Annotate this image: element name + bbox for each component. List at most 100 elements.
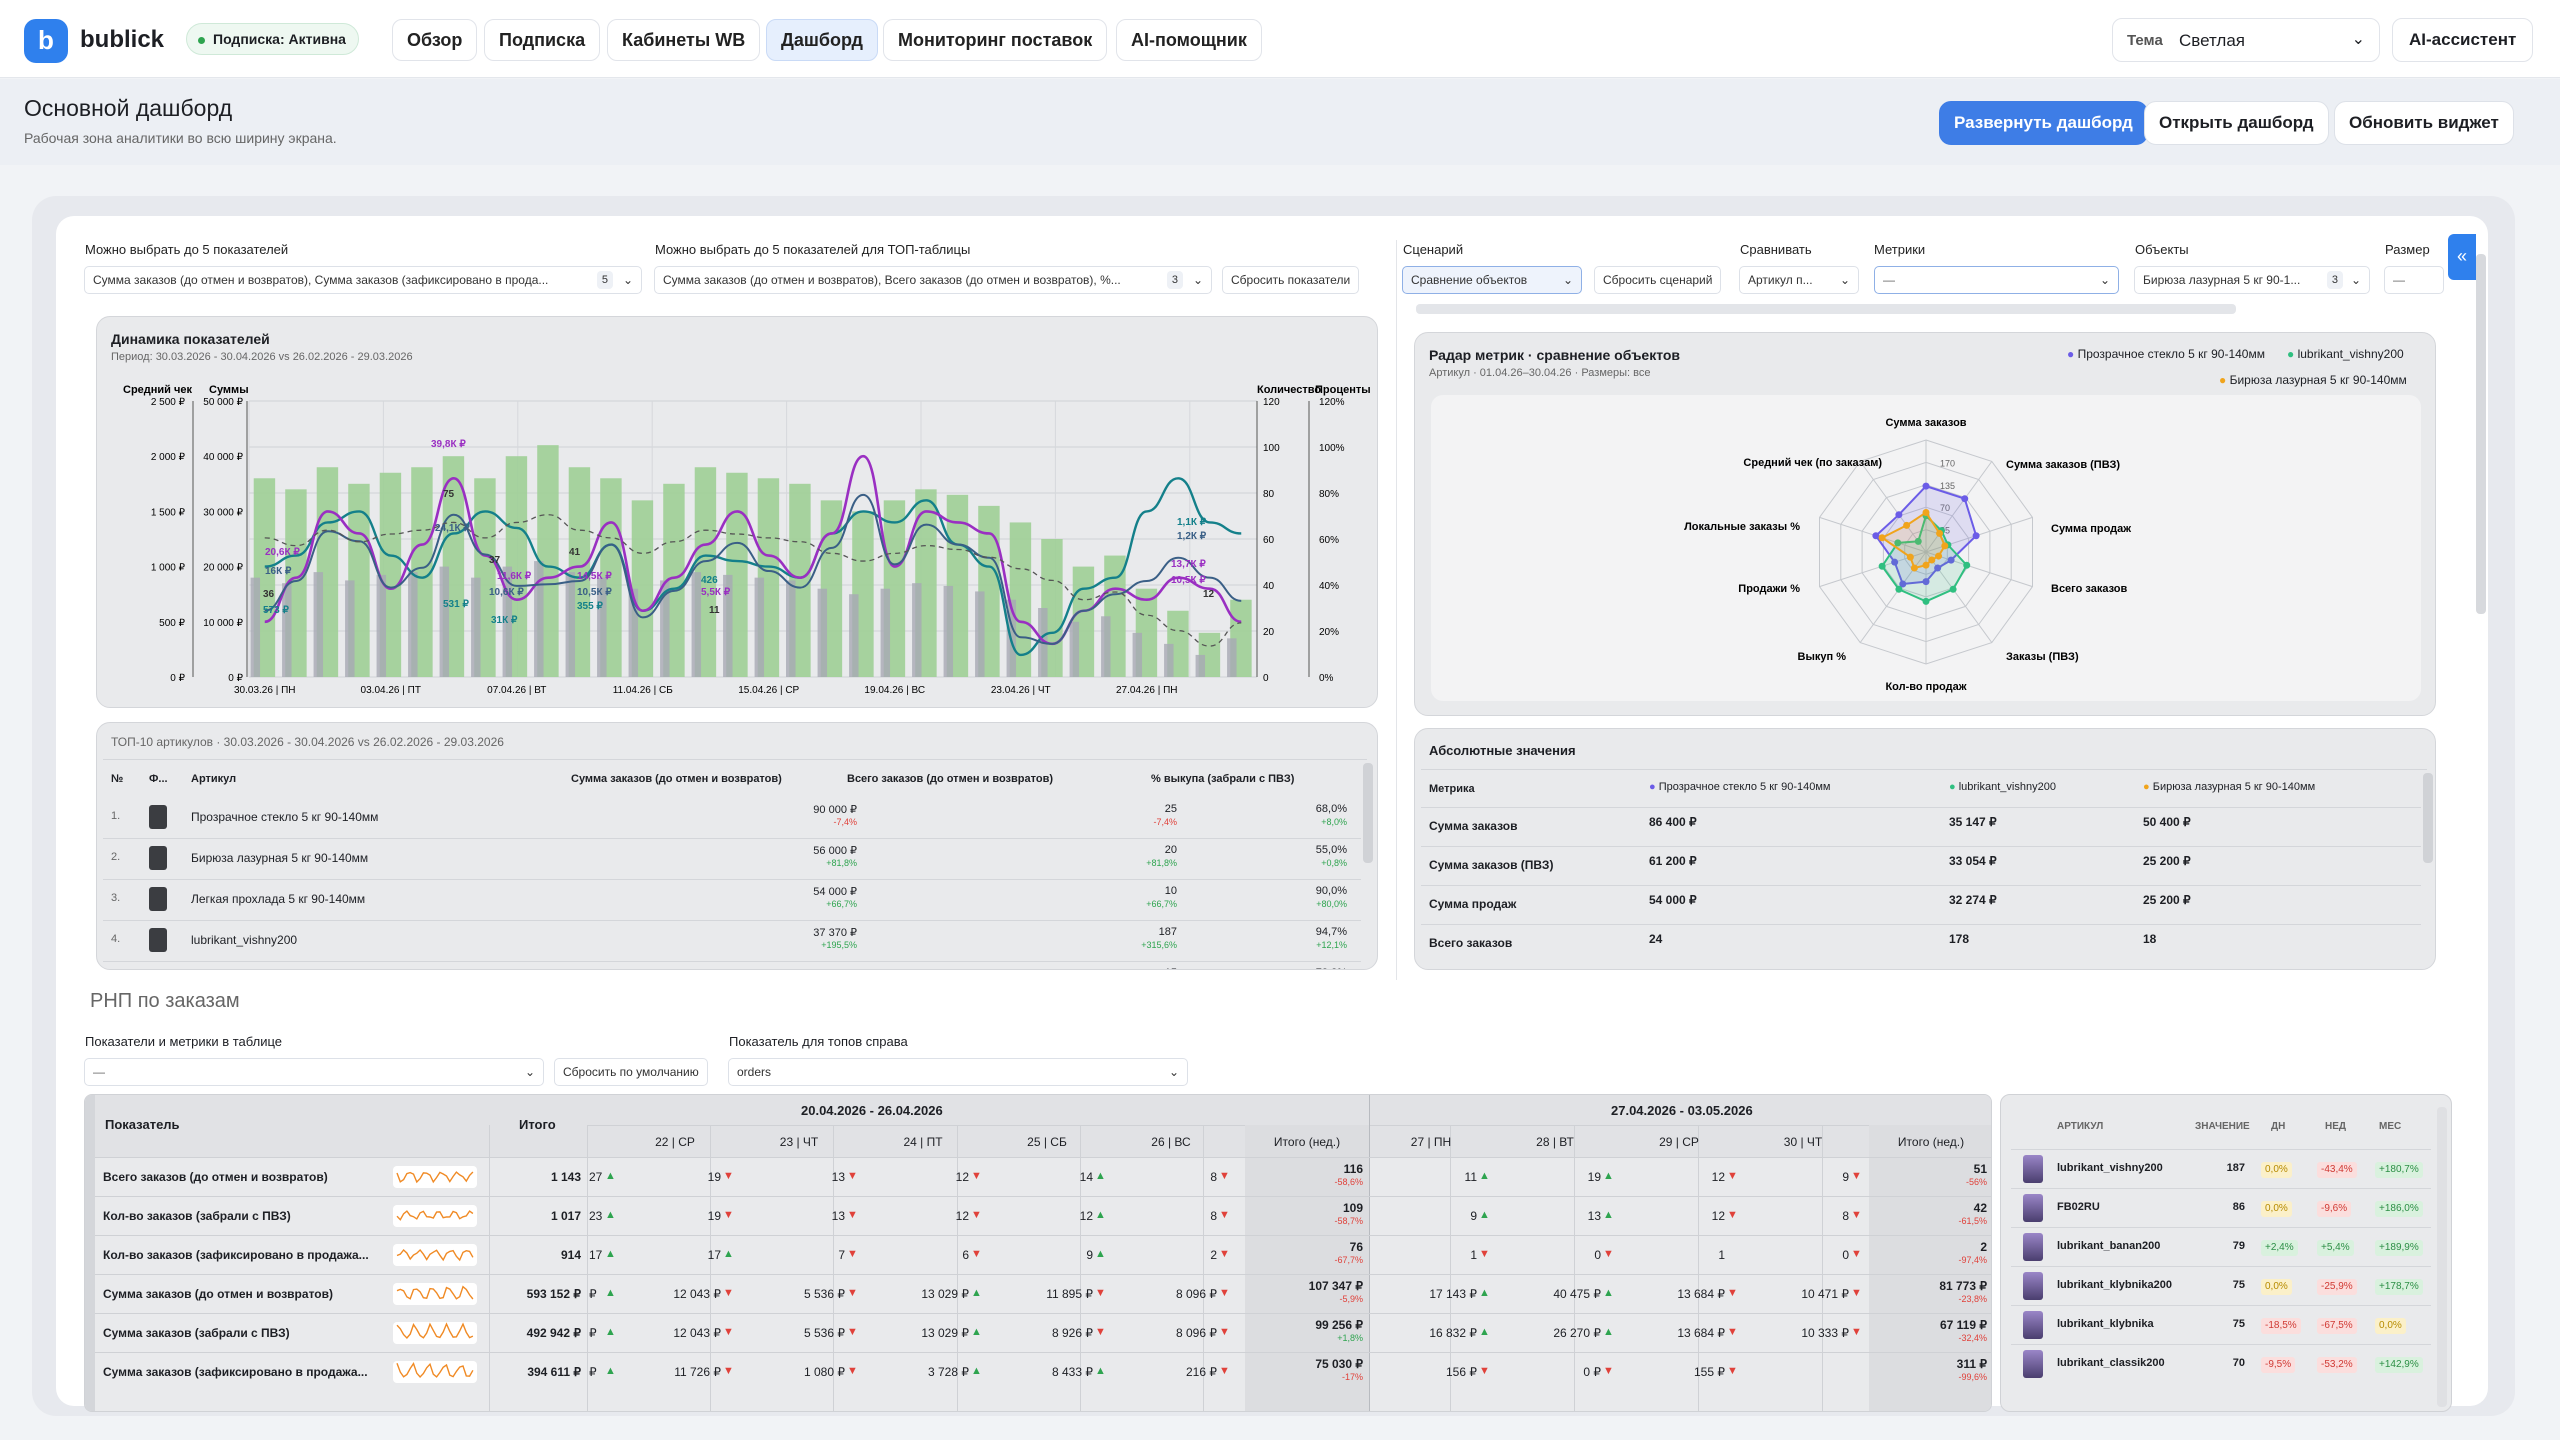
bar-compare[interactable] bbox=[723, 574, 733, 677]
product-thumbnail[interactable] bbox=[149, 928, 167, 952]
bar-compare[interactable] bbox=[754, 577, 765, 677]
top10-row-article[interactable]: Бирюза лазурная 5 кг 90-140мм bbox=[191, 851, 369, 865]
radar-point[interactable] bbox=[1899, 580, 1907, 588]
radar-point[interactable] bbox=[1891, 558, 1899, 566]
bar-compare[interactable] bbox=[376, 574, 387, 677]
bar-compare[interactable] bbox=[975, 591, 985, 677]
radar-point[interactable] bbox=[1894, 539, 1902, 547]
reset-metrics-button[interactable]: Сбросить показатели bbox=[1222, 266, 1360, 294]
bar-compare[interactable] bbox=[660, 580, 670, 677]
radar-point[interactable] bbox=[1914, 537, 1922, 545]
side-row-name[interactable]: lubrikant_vishny200 bbox=[2057, 1162, 2163, 1174]
nav-supply-monitoring[interactable]: Мониторинг поставок bbox=[883, 19, 1108, 61]
bar-compare[interactable] bbox=[597, 577, 607, 677]
bar-compare[interactable] bbox=[817, 588, 828, 677]
top10-scrollbar[interactable] bbox=[1363, 763, 1373, 863]
radar-point[interactable] bbox=[1922, 597, 1930, 605]
product-thumbnail[interactable] bbox=[2023, 1233, 2043, 1261]
side-row-name[interactable]: lubrikant_klybnika bbox=[2057, 1318, 2154, 1330]
bar-compare[interactable] bbox=[1101, 616, 1111, 677]
radar-point[interactable] bbox=[1928, 556, 1936, 564]
radar-point[interactable] bbox=[1972, 532, 1980, 540]
radar-point[interactable] bbox=[1878, 534, 1886, 542]
radar-chart[interactable]: 170 135 70 35 Сумма заказов Сумма заказов (ПВ… bbox=[1415, 333, 2437, 717]
radar-point[interactable] bbox=[1949, 585, 1957, 593]
logo[interactable]: b bbox=[24, 19, 68, 63]
product-thumbnail[interactable] bbox=[149, 805, 167, 829]
bar-compare[interactable] bbox=[1227, 638, 1237, 677]
expand-dashboard-button[interactable]: Развернуть дашборд bbox=[1939, 101, 2148, 145]
side-row-name[interactable]: lubrikant_klybnika200 bbox=[2057, 1279, 2172, 1291]
size-select[interactable]: — bbox=[2384, 266, 2444, 294]
bar-compare[interactable] bbox=[408, 572, 418, 677]
legend-item-a[interactable]: ● Прозрачное стекло 5 кг 90-140мм bbox=[2067, 347, 2265, 361]
bar-compare[interactable] bbox=[439, 566, 450, 677]
metric2-select[interactable]: — ⌄ bbox=[1874, 266, 2119, 294]
product-thumbnail[interactable] bbox=[149, 969, 167, 970]
radar-point[interactable] bbox=[1906, 553, 1914, 561]
rnp-row-name[interactable]: Сумма заказов (до отмен и возвратов) bbox=[103, 1287, 333, 1301]
metrics-select[interactable]: Сумма заказов (до отмен и возвратов), Су… bbox=[84, 266, 642, 294]
side-row-name[interactable]: lubrikant_banan200 bbox=[2057, 1240, 2161, 1252]
nav-subscription[interactable]: Подписка bbox=[484, 19, 601, 61]
radar-point[interactable] bbox=[1872, 532, 1880, 540]
product-thumbnail[interactable] bbox=[149, 887, 167, 911]
bar-compare[interactable] bbox=[1164, 643, 1174, 677]
product-thumbnail[interactable] bbox=[149, 846, 167, 870]
bar-compare[interactable] bbox=[1132, 632, 1143, 677]
legend-item-c[interactable]: ● Бирюза лазурная 5 кг 90-140мм bbox=[2219, 373, 2407, 387]
ai-assistant-button[interactable]: AI-ассистент bbox=[2392, 18, 2534, 62]
rnp-reset-button[interactable]: Сбросить по умолчанию bbox=[554, 1058, 708, 1086]
vertical-scrollbar[interactable] bbox=[2476, 254, 2486, 614]
product-thumbnail[interactable] bbox=[2023, 1350, 2043, 1378]
radar-point[interactable] bbox=[1922, 561, 1930, 569]
bar-compare[interactable] bbox=[282, 583, 292, 677]
legend-item-b[interactable]: ● lubrikant_vishny200 bbox=[2287, 347, 2404, 361]
bar-compare[interactable] bbox=[786, 580, 796, 677]
series-line-navy[interactable] bbox=[264, 493, 1242, 645]
series-line-teal[interactable] bbox=[264, 477, 1242, 657]
radar-point[interactable] bbox=[1963, 561, 1971, 569]
nav-dashboard[interactable]: Дашборд bbox=[766, 19, 878, 61]
product-thumbnail[interactable] bbox=[2023, 1194, 2043, 1222]
radar-point[interactable] bbox=[1922, 578, 1930, 586]
rnp-top-select[interactable]: orders ⌄ bbox=[728, 1058, 1188, 1086]
rnp-row-name[interactable]: Кол-во заказов (зафиксировано в продажа.… bbox=[103, 1248, 369, 1262]
rnp-row-name[interactable]: Всего заказов (до отмен и возвратов) bbox=[103, 1170, 328, 1184]
refresh-widget-button[interactable]: Обновить виджет bbox=[2334, 101, 2514, 145]
bar-compare[interactable] bbox=[471, 577, 481, 677]
top-metrics-select[interactable]: Сумма заказов (до отмен и возвратов), Вс… bbox=[654, 266, 1212, 294]
radar-point[interactable] bbox=[1895, 511, 1903, 519]
bar-compare[interactable] bbox=[1195, 654, 1206, 677]
radar-point[interactable] bbox=[1936, 529, 1944, 537]
rnp-table-select[interactable]: — ⌄ bbox=[84, 1058, 544, 1086]
radar-point[interactable] bbox=[1903, 521, 1911, 529]
rnp-row-name[interactable]: Сумма заказов (забрали с ПВЗ) bbox=[103, 1326, 290, 1340]
top10-row-article[interactable]: Прозрачное стекло 5 кг 90-140мм bbox=[191, 810, 379, 824]
radar-point[interactable] bbox=[1878, 562, 1886, 570]
bar-compare[interactable] bbox=[502, 566, 513, 677]
theme-select[interactable]: Тема Светлая ⌄ bbox=[2112, 18, 2380, 62]
product-thumbnail[interactable] bbox=[2023, 1155, 2043, 1183]
product-thumbnail[interactable] bbox=[2023, 1272, 2043, 1300]
radar-point[interactable] bbox=[1947, 556, 1955, 564]
nav-overview[interactable]: Обзор bbox=[392, 19, 478, 61]
rnp-row-name[interactable]: Сумма заказов (зафиксировано в продажа..… bbox=[103, 1365, 368, 1379]
bar-compare[interactable] bbox=[691, 572, 702, 677]
collapse-panel-button[interactable]: « bbox=[2448, 234, 2476, 280]
rnp-row-name[interactable]: Кол-во заказов (забрали с ПВЗ) bbox=[103, 1209, 291, 1223]
radar-point[interactable] bbox=[1941, 542, 1949, 550]
radar-point[interactable] bbox=[1934, 564, 1942, 572]
product-thumbnail[interactable] bbox=[2023, 1311, 2043, 1339]
top10-row-article[interactable]: Легкая прохлада 5 кг 90-140мм bbox=[191, 892, 366, 906]
bar-compare[interactable] bbox=[313, 572, 324, 677]
bar-compare[interactable] bbox=[250, 577, 261, 677]
reset-scenario-button[interactable]: Сбросить сценарий bbox=[1594, 266, 1722, 294]
bar-compare[interactable] bbox=[880, 588, 891, 677]
radar-point[interactable] bbox=[1935, 552, 1943, 560]
bar-compare[interactable] bbox=[943, 585, 954, 677]
radar-point[interactable] bbox=[1922, 482, 1930, 490]
bar-compare[interactable] bbox=[345, 580, 355, 677]
scenario-select[interactable]: Сравнение объектов ⌄ bbox=[1402, 266, 1582, 294]
radar-point[interactable] bbox=[1922, 508, 1930, 516]
